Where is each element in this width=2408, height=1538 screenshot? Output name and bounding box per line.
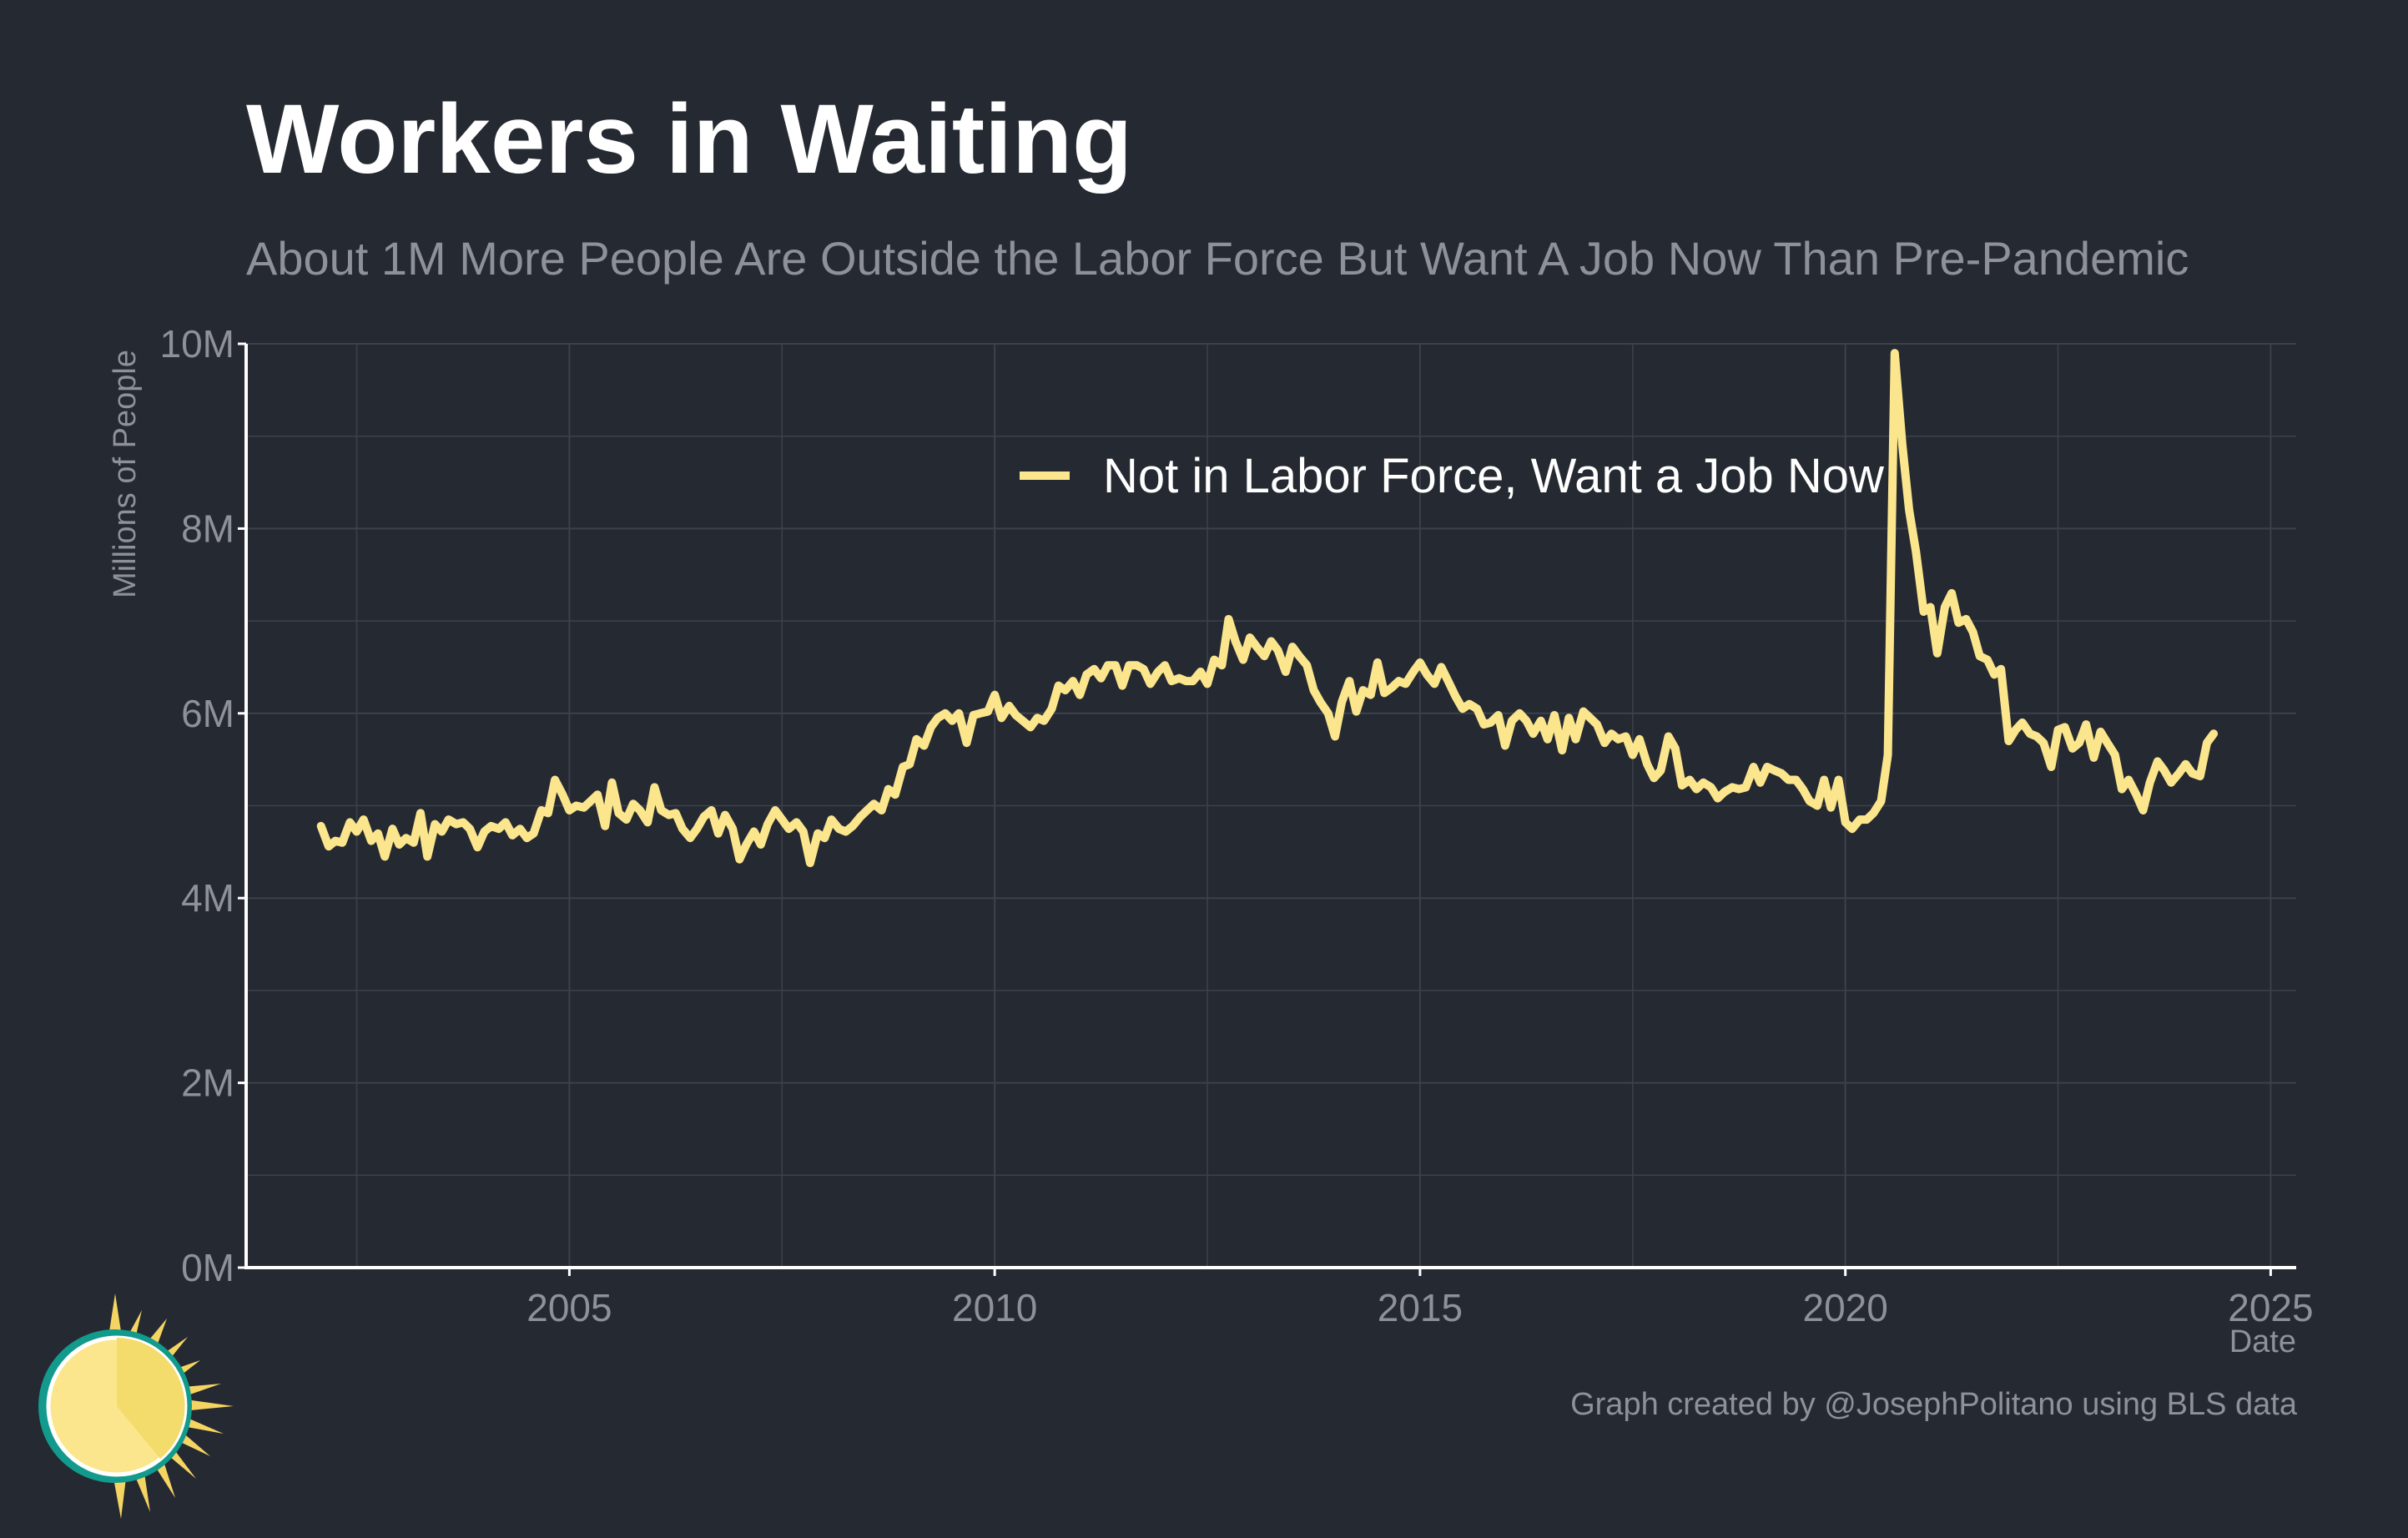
x-axis-title: Date	[2229, 1324, 2296, 1359]
x-tick-label: 2020	[1802, 1286, 1887, 1329]
y-axis-title: Millions of People	[108, 350, 143, 598]
x-tick-label: 2010	[952, 1286, 1037, 1329]
y-tick-label: 6M	[181, 692, 234, 735]
x-tick-label: 2025	[2228, 1286, 2313, 1329]
legend-label: Not in Labor Force, Want a Job Now	[1103, 449, 1885, 503]
legend: Not in Labor Force, Want a Job Now	[1020, 449, 1885, 503]
y-tick-label: 0M	[181, 1246, 234, 1289]
series-line	[316, 349, 2219, 868]
series-layer	[316, 349, 2219, 868]
axis-labels: 0M 2M 4M 6M 8M 10M 2005 2010 2015 2020 2025 Million…	[108, 322, 2314, 1359]
x-tick-label: 2015	[1378, 1286, 1463, 1329]
chart-title: Workers in Waiting	[246, 84, 1133, 194]
y-tick-label: 4M	[181, 876, 234, 920]
source-caption: Graph created by @JosephPolitano using B…	[1570, 1387, 2297, 1422]
y-tick-label: 10M	[160, 322, 234, 366]
sun-logo-icon	[38, 1293, 234, 1519]
y-tick-label: 8M	[181, 507, 234, 550]
x-tick-label: 2005	[526, 1286, 612, 1329]
axes	[238, 342, 2296, 1276]
y-tick-label: 2M	[181, 1061, 234, 1105]
chart-subtitle: About 1M More People Are Outside the Lab…	[246, 232, 2189, 285]
